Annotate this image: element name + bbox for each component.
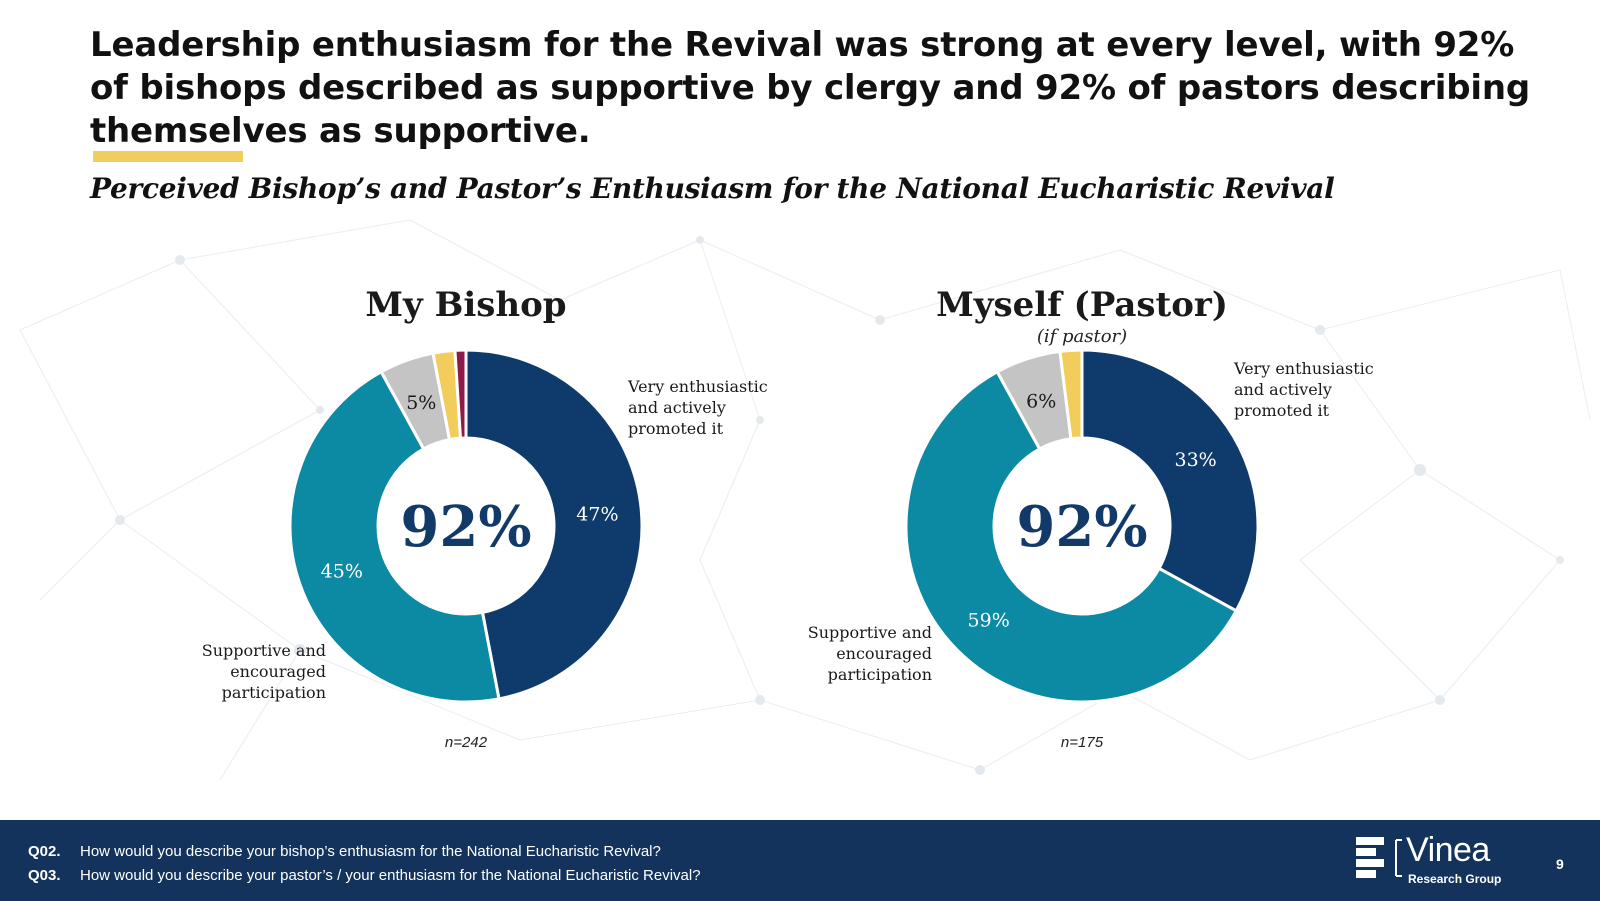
network-background	[19, 219, 1591, 781]
donut-slice	[453, 348, 468, 440]
category-annotation: Supportive and encouraged participation	[808, 623, 932, 684]
sample-size-label: n=242	[445, 734, 488, 751]
question-code: Q02.	[28, 843, 61, 860]
vinea-logo-icon	[1356, 837, 1384, 878]
logo-divider-icon	[1395, 839, 1402, 877]
slice-value-label: 45%	[321, 561, 363, 583]
center-total-label: 92%	[400, 494, 531, 560]
slice-value-label: 59%	[968, 609, 1010, 631]
footer	[0, 820, 1600, 901]
donut-slice	[1058, 348, 1084, 441]
donut-chart-2: Myself (Pastor)(if pastor) 33% 59% 6% 92% Ver…	[808, 285, 1374, 751]
logo-name: Vinea	[1406, 831, 1490, 869]
category-annotation: Supportive and encouraged participation	[202, 641, 326, 702]
slice-value-label: 47%	[576, 504, 618, 526]
chart-subnote: (if pastor)	[1037, 326, 1127, 347]
vinea-logo: Vinea Research Group	[1356, 831, 1526, 890]
category-annotation: Very enthusiastic and actively promoted it	[627, 377, 768, 438]
slice-value-label: 5%	[406, 392, 436, 414]
question-q03: Q03. How would you describe your pastor’s…	[28, 867, 701, 884]
question-text: How would you describe your bishop’s ent…	[80, 843, 661, 860]
donut-charts: My Bishop 47% 45% 5% 92% Very enthusiastic and…	[202, 285, 1374, 751]
page-number: 9	[1556, 856, 1564, 872]
chart-subtitle: Perceived Bishop’s and Pastor’s Enthusia…	[90, 172, 1335, 205]
category-annotation: Very enthusiastic and actively promoted it	[1233, 359, 1374, 420]
donut-slice	[288, 369, 501, 704]
donut-chart-1: My Bishop 47% 45% 5% 92% Very enthusiastic and…	[202, 285, 768, 751]
question-text: How would you describe your pastor’s / y…	[80, 867, 701, 884]
sample-size-label: n=175	[1061, 734, 1104, 751]
donut-slice	[464, 348, 644, 701]
donut-slice	[904, 369, 1239, 704]
donut-slice	[1080, 348, 1260, 613]
headline: Leadership enthusiasm for the Revival wa…	[90, 25, 1530, 151]
slice-value-label: 6%	[1026, 390, 1056, 412]
center-total-label: 92%	[1016, 494, 1147, 560]
logo-subtitle: Research Group	[1408, 872, 1502, 886]
question-q02: Q02. How would you describe your bishop’s…	[28, 843, 661, 860]
chart-title: Myself (Pastor)	[936, 285, 1228, 325]
chart-title: My Bishop	[365, 285, 566, 325]
question-code: Q03.	[28, 867, 61, 884]
slice-value-label: 33%	[1175, 449, 1217, 471]
headline-accent-bar	[93, 151, 243, 162]
